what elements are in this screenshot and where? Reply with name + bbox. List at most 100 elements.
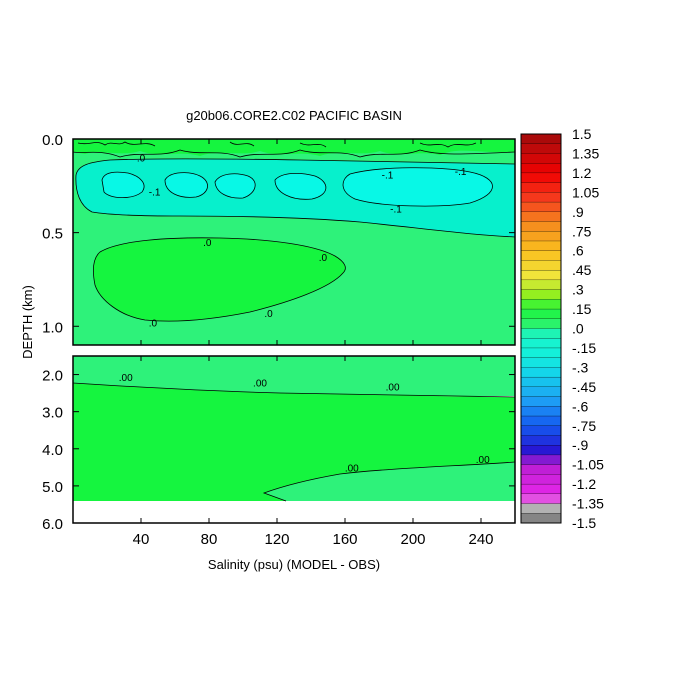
contour-label: -.1 [149,187,161,198]
colorbar-swatch [520,308,562,320]
contour-line-upper-5 [164,172,208,198]
y-tick-label: 5.0 [42,479,63,496]
colorbar-swatch [520,464,562,475]
contour-lines [73,141,515,238]
colorbar-swatch [520,201,562,213]
colorbar-swatch [520,347,562,359]
colorbar-swatch [520,328,562,339]
colorbar-swatch [520,483,562,495]
colorbar-label: -1.2 [572,476,596,492]
lower-panel-frame [72,355,516,524]
contour-label: .0 [319,253,328,264]
contour-line-upper-8 [342,167,493,207]
colorbar-swatch [520,425,562,436]
x-tick-label: 120 [264,531,289,548]
colorbar-label: -.75 [572,418,596,434]
colorbar-label: -.9 [572,437,589,453]
colorbar-swatch [520,474,562,485]
colorbar-swatch [520,211,562,222]
y-axis-upper: 0.0 0.5 1.0 [42,132,515,336]
colorbar-swatch [520,299,562,310]
colorbar-swatch [520,163,562,174]
y-tick-label: 0.0 [42,132,63,149]
y-tick-label: 1.0 [42,319,63,336]
colorbar-swatch [520,406,562,417]
colorbar-swatch [520,503,562,514]
colorbar-label: .3 [572,282,584,298]
colorbar-label: .9 [572,204,584,220]
contour-line-upper-3 [75,174,515,238]
contour-label: .00 [386,382,400,393]
colorbar-swatch [520,396,562,407]
y-axis-title: DEPTH (km) [20,285,35,359]
colorbar-label: 1.35 [572,145,599,161]
colorbar-label: 1.05 [572,184,599,200]
colorbar-label: 1.2 [572,165,592,181]
y-tick-label: 3.0 [42,405,63,422]
contour-labels: .0 -.1 -.1 -.1 -.1 .0 .0 .0 .0 .00 .00 .00 .00 .00 [119,154,490,475]
y-axis-lower: 2.0 3.0 4.0 5.0 6.0 [42,368,515,533]
colorbar-label: -.45 [572,379,596,395]
colorbar-swatch [520,250,562,261]
x-tick-label: 160 [332,531,357,548]
x-tick-label: 40 [133,531,150,548]
surface-positive-band [73,139,515,156]
contour-label: .0 [137,154,146,165]
colorbar-swatch [520,143,562,154]
colorbar-swatch [520,133,562,145]
negative-core-region [102,167,493,207]
colorbar-swatch [520,269,562,281]
colorbar-swatch [520,493,562,505]
x-axis-title: Salinity (psu) (MODEL - OBS) [208,557,380,572]
y-tick-label: 4.0 [42,442,63,459]
contour-line-lower-2 [262,461,515,502]
colorbar-label: -.3 [572,359,589,375]
colorbar-label: .45 [572,262,592,278]
contour-line-upper-6 [214,173,256,199]
contour-label: .0 [203,238,212,249]
colorbar-swatch [520,221,562,232]
contour-line-upper-2 [75,158,515,176]
colorbar-swatch [520,513,562,524]
x-axis: 40 80 120 160 200 240 [133,139,494,548]
upper-panel [73,139,515,345]
colorbar-swatch [520,386,562,398]
colorbar-label: -1.05 [572,457,604,473]
colorbar-swatch [520,454,562,466]
colorbar-swatch [520,172,562,184]
upper-panel-frame [72,138,516,346]
colorbar: 1.5 1.35 1.2 1.05 .9 .75 .6 .45 .3 .15 .0 -.15 -.3 -.… [520,126,604,531]
contour-line-upper-1 [73,149,515,158]
colorbar-swatch [520,376,562,388]
colorbar-label: -1.35 [572,496,604,512]
contour-label: .00 [119,373,133,384]
colorbar-label: 1.5 [572,126,592,142]
contour-label: -.1 [382,171,394,182]
y-tick-label: 0.5 [42,226,63,243]
contour-label: .00 [253,379,267,390]
colorbar-swatch [520,192,562,203]
contour-line-upper-9 [77,141,477,148]
colorbar-swatch [520,367,562,378]
colorbar-swatch [520,260,562,271]
colorbar-label: .15 [572,301,592,317]
x-tick-label: 200 [400,531,425,548]
contour-line-lower-1 [73,382,515,398]
colorbar-swatch [520,182,562,193]
contour-line-upper-7 [274,172,327,200]
colorbar-label: .6 [572,243,584,259]
colorbar-swatch [520,240,562,252]
colorbar-swatch [520,279,562,291]
contour-label: -.1 [390,204,402,215]
contour-label: .0 [149,319,158,330]
lower-left-notch [73,368,86,376]
contour-label: .0 [264,309,273,320]
contour-label: .00 [476,455,490,466]
contour-line-upper-4 [101,171,145,199]
colorbar-swatch [520,153,562,164]
colorbar-swatch [520,435,562,446]
colorbar-swatch [520,445,562,456]
lower-positive-region [73,383,515,501]
lower-deep-zero-region [264,462,515,501]
